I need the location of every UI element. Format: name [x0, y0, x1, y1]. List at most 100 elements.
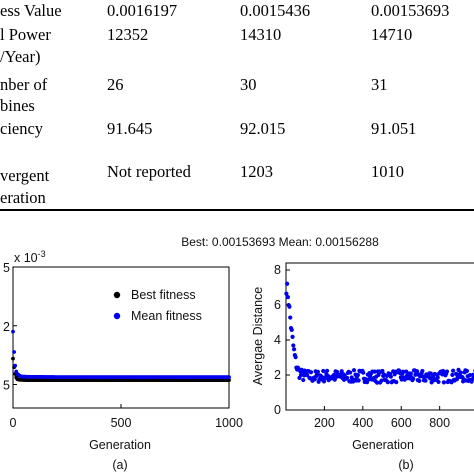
distance-y-label: Avergae Distance: [251, 287, 265, 385]
average-distance-point: [372, 369, 377, 374]
cell-convergent-1: Not reported: [107, 162, 191, 181]
average-distance-point: [321, 368, 326, 374]
legend-marker-best: [113, 291, 121, 299]
average-distance-point: [285, 294, 291, 300]
average-distance-point: [348, 370, 353, 375]
average-distance-point: [408, 371, 413, 376]
distance-y-tick-label: 4: [274, 333, 281, 347]
average-distance-point: [285, 281, 290, 286]
panel-b-label: (b): [398, 458, 413, 472]
best-fitness-point: [11, 356, 15, 361]
legend-label-best: Best fitness: [131, 288, 196, 302]
average-distance-point: [444, 369, 450, 374]
fitness-y-tick-label: 5: [3, 379, 10, 393]
best-fitness-point: [227, 378, 231, 383]
mean-fitness-point: [11, 329, 15, 334]
mean-fitness-point: [12, 350, 16, 354]
average-distance-point: [301, 377, 306, 383]
average-distance-point: [467, 373, 473, 378]
average-distance-point: [451, 368, 456, 373]
average-distance-point: [289, 327, 294, 333]
series-mean-fitness: [11, 329, 231, 380]
fitness-chart: x 10-3 5 2 5 0 500 1000 Best fitness Mean fi…: [3, 249, 243, 472]
average-distance-point: [380, 368, 385, 374]
row-label-power-2: /Year): [0, 47, 41, 66]
average-distance-point: [450, 372, 455, 377]
average-distance-point: [290, 334, 295, 339]
distance-x-tick-label: 800: [429, 416, 450, 430]
fitness-y-tick-label: 2: [3, 320, 10, 334]
row-label-turbines-1: nber of: [0, 75, 48, 94]
cell-convergent-2: 1203: [240, 162, 273, 181]
cell-fitness-1: 0.0016197: [107, 1, 178, 20]
average-distance-point: [401, 369, 406, 374]
average-distance-point: [308, 370, 314, 375]
fitness-x-tick-label: 1000: [215, 416, 243, 430]
average-distance-point: [404, 369, 409, 374]
average-distance-point: [414, 369, 420, 374]
distance-x-tick-label: 200: [314, 416, 335, 430]
row-label-fitness: ess Value: [0, 1, 62, 20]
fitness-x-tick-label: 500: [111, 416, 132, 430]
fitness-plot-area: [12, 266, 230, 409]
average-distance-point: [420, 368, 425, 374]
average-distance-point: [435, 375, 440, 380]
average-distance-point: [417, 378, 422, 383]
average-distance-point: [436, 379, 441, 385]
cell-power-1: 12352: [107, 25, 149, 44]
panel-a-label: (a): [112, 458, 127, 472]
average-distance-point: [411, 376, 416, 381]
mean-fitness-point: [13, 363, 18, 368]
average-distance-point: [315, 369, 320, 374]
distance-x-ticks: 200 400 600 800: [314, 406, 450, 430]
row-label-turbines-2: bines: [0, 96, 35, 115]
fitness-y-tick-label: 5: [3, 261, 10, 275]
distance-plot-area: [285, 262, 474, 411]
legend-marker-mean: [113, 312, 121, 320]
cell-fitness-2: 0.0015436: [240, 1, 311, 20]
average-distance-point: [351, 368, 357, 373]
average-distance-point: [356, 378, 361, 383]
distance-x-tick-label: 600: [391, 416, 412, 430]
average-distance-point: [388, 374, 393, 379]
average-distance-point: [325, 368, 330, 373]
average-distance-point: [291, 347, 297, 352]
distance-y-tick-label: 8: [274, 263, 281, 277]
fitness-x-ticks: 0 500 1000: [10, 404, 243, 430]
average-distance-point: [287, 304, 292, 309]
fitness-legend: Best fitness Mean fitness: [113, 288, 202, 323]
average-distance-point: [312, 377, 317, 382]
average-distance-point: [284, 291, 289, 296]
legend-label-mean: Mean fitness: [131, 309, 202, 323]
average-distance-point: [394, 380, 399, 385]
cell-power-3: 14710: [371, 25, 413, 44]
average-distance-point: [464, 368, 470, 374]
y-exponent-label: x 10-3: [14, 249, 46, 265]
cell-turbines-2: 30: [240, 75, 257, 94]
series-best-fitness: [11, 356, 231, 383]
cell-turbines-1: 26: [107, 75, 124, 94]
average-distance-point: [376, 372, 381, 378]
cell-efficiency-1: 91.645: [107, 119, 153, 138]
distance-y-tick-label: 2: [274, 368, 281, 382]
cell-turbines-3: 31: [371, 75, 388, 94]
cell-power-2: 14310: [240, 25, 282, 44]
average-distance-point: [321, 379, 327, 384]
fitness-y-ticks: 5 2 5: [3, 261, 17, 393]
average-distance-point: [344, 375, 350, 381]
figure-title: Best: 0.00153693 Mean: 0.00156288: [181, 235, 379, 249]
average-distance-point: [355, 372, 360, 378]
average-distance-point: [423, 378, 428, 383]
average-distance-point: [288, 315, 293, 320]
distance-x-label: Generation: [352, 438, 414, 452]
distance-y-tick-label: 6: [274, 298, 281, 312]
fitness-x-label: Generation: [89, 438, 151, 452]
distance-marks: [284, 281, 474, 385]
row-label-convergent-1: vergent: [0, 166, 50, 185]
cell-efficiency-2: 92.015: [240, 119, 286, 138]
average-distance-point: [374, 380, 380, 385]
mean-fitness-point: [227, 375, 231, 380]
average-distance-point: [385, 380, 390, 385]
average-distance-point: [293, 355, 298, 360]
